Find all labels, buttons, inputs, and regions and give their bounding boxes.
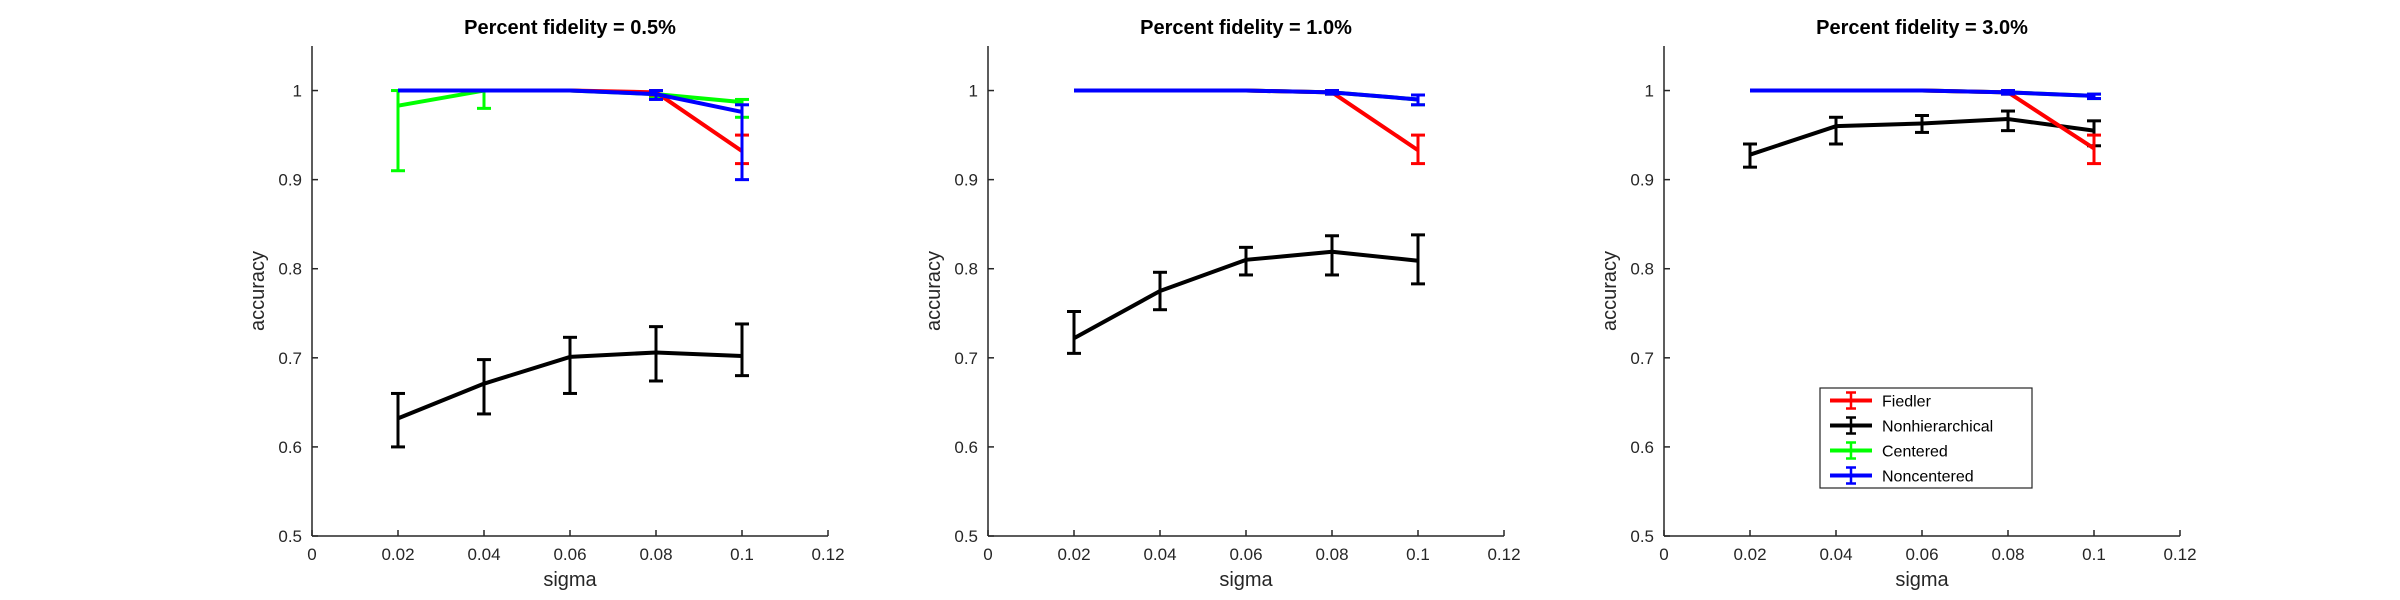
error-bar-nonhierarchical — [1915, 113, 1929, 134]
error-bar-noncentered — [1411, 93, 1425, 107]
error-bar-nonhierarchical — [1153, 270, 1167, 312]
legend-label: Nonhierarchical — [1882, 419, 1993, 436]
series-fiedler — [1074, 88, 1425, 166]
y-axis-label: accuracy — [247, 251, 269, 331]
series-line-noncentered — [398, 88, 743, 114]
legend-box — [1819, 387, 2033, 489]
series-nonhierarchical — [1743, 109, 2101, 169]
legend-item-nonhierarchical: Nonhierarchical — [1830, 416, 1993, 436]
error-bar-centered — [391, 89, 405, 173]
y-tick-label: 0.9 — [1630, 171, 1654, 190]
y-tick-label: 0.5 — [278, 527, 302, 546]
legend-item-centered: Centered — [1830, 441, 1948, 461]
chart-title: Percent fidelity = 0.5% — [464, 17, 676, 39]
y-tick-label: 0.8 — [954, 260, 978, 279]
panel-1: 0 0.02 0.04 0.06 0.08 0.1 0.12 0.5 0.6 0.7 0.8 0.9 1… — [247, 17, 845, 591]
series-noncentered — [1750, 88, 2101, 101]
y-tick-label: 0.9 — [954, 171, 978, 190]
error-bar-nonhierarchical — [735, 322, 749, 378]
x-tick-label: 0.1 — [730, 545, 754, 564]
x-tick-label: 0.08 — [1991, 545, 2024, 564]
error-bar-nonhierarchical — [1411, 233, 1425, 286]
error-bar-noncentered — [735, 103, 749, 182]
error-bar-nonhierarchical — [1239, 245, 1253, 277]
x-axis-label: sigma — [1219, 569, 1273, 591]
error-bar-fiedler — [1411, 133, 1425, 166]
y-tick-label: 0.6 — [1630, 438, 1654, 457]
x-tick-label: 0.12 — [1487, 545, 1520, 564]
x-tick-label: 0.04 — [1143, 545, 1176, 564]
series-noncentered — [398, 88, 749, 182]
x-tick-label: 0.12 — [811, 545, 844, 564]
x-tick-label: 0.12 — [2163, 545, 2196, 564]
x-axis-label: sigma — [543, 569, 597, 591]
legend-item-fiedler: Fiedler — [1830, 391, 1932, 411]
x-tick-label: 0.06 — [1905, 545, 1938, 564]
y-tick-label: 0.8 — [1630, 260, 1654, 279]
y-tick-label: 0.7 — [278, 349, 302, 368]
x-tick-label: 0.02 — [1733, 545, 1766, 564]
error-bar-fiedler — [2087, 133, 2101, 166]
x-tick-label: 0.1 — [1406, 545, 1430, 564]
x-tick-label: 0.06 — [553, 545, 586, 564]
error-bar-noncentered — [2087, 92, 2101, 101]
error-bar-noncentered — [2001, 89, 2015, 96]
panel-3: 0 0.02 0.04 0.06 0.08 0.1 0.12 0.5 0.6 0.7 0.8 0.9 1… — [1599, 17, 2197, 591]
legend-label: Fiedler — [1882, 394, 1932, 411]
x-tick-label: 0 — [983, 545, 992, 564]
error-bar-nonhierarchical — [649, 325, 663, 383]
y-tick-label: 0.6 — [278, 438, 302, 457]
series-fiedler — [1750, 88, 2101, 166]
x-tick-label: 0.04 — [1819, 545, 1852, 564]
x-tick-label: 0.1 — [2082, 545, 2106, 564]
legend: Fiedler Nonhierarchical Centered Noncentere… — [1819, 387, 2033, 489]
error-bar-nonhierarchical — [2001, 109, 2015, 133]
series-nonhierarchical — [391, 322, 749, 449]
x-tick-label: 0.02 — [381, 545, 414, 564]
series-line-centered — [397, 88, 743, 108]
y-tick-label: 0.8 — [278, 260, 302, 279]
y-tick-label: 1 — [1645, 82, 1654, 101]
error-bar-nonhierarchical — [1067, 309, 1081, 355]
x-tick-label: 0 — [1659, 545, 1668, 564]
x-tick-label: 0.02 — [1057, 545, 1090, 564]
y-tick-label: 0.5 — [1630, 527, 1654, 546]
y-tick-label: 0.7 — [954, 349, 978, 368]
x-axis-label: sigma — [1895, 569, 1949, 591]
error-bar-nonhierarchical — [391, 391, 405, 449]
y-axis-label: accuracy — [1599, 251, 1621, 331]
series-line-noncentered — [1074, 88, 1419, 102]
error-bar-nonhierarchical — [563, 335, 577, 395]
error-bar-nonhierarchical — [1829, 115, 1843, 146]
legend-item-noncentered: Noncentered — [1830, 466, 1974, 486]
series-line-fiedler — [1074, 88, 1420, 152]
y-axis-label: accuracy — [923, 251, 945, 331]
error-bar-nonhierarchical — [1743, 142, 1757, 169]
y-tick-label: 0.6 — [954, 438, 978, 457]
y-tick-label: 0.9 — [278, 171, 302, 190]
panel-2: 0 0.02 0.04 0.06 0.08 0.1 0.12 0.5 0.6 0.7 0.8 0.9 1… — [923, 17, 1521, 591]
y-tick-label: 1 — [293, 82, 302, 101]
error-bar-nonhierarchical — [477, 358, 491, 416]
series-nonhierarchical — [1067, 233, 1425, 355]
chart-title: Percent fidelity = 1.0% — [1140, 17, 1352, 39]
legend-label: Noncentered — [1882, 469, 1974, 486]
error-bar-noncentered — [649, 89, 663, 101]
x-tick-label: 0.04 — [467, 545, 500, 564]
x-tick-label: 0 — [307, 545, 316, 564]
x-tick-label: 0.08 — [639, 545, 672, 564]
error-bar-nonhierarchical — [1325, 234, 1339, 277]
series-line-noncentered — [1750, 88, 2095, 98]
y-tick-label: 0.7 — [1630, 349, 1654, 368]
series-noncentered — [1074, 88, 1425, 107]
chart-title: Percent fidelity = 3.0% — [1816, 17, 2028, 39]
y-tick-label: 1 — [969, 82, 978, 101]
legend-label: Centered — [1882, 444, 1948, 461]
error-bar-noncentered — [1325, 89, 1339, 96]
x-tick-label: 0.08 — [1315, 545, 1348, 564]
x-tick-label: 0.06 — [1229, 545, 1262, 564]
y-tick-label: 0.5 — [954, 527, 978, 546]
